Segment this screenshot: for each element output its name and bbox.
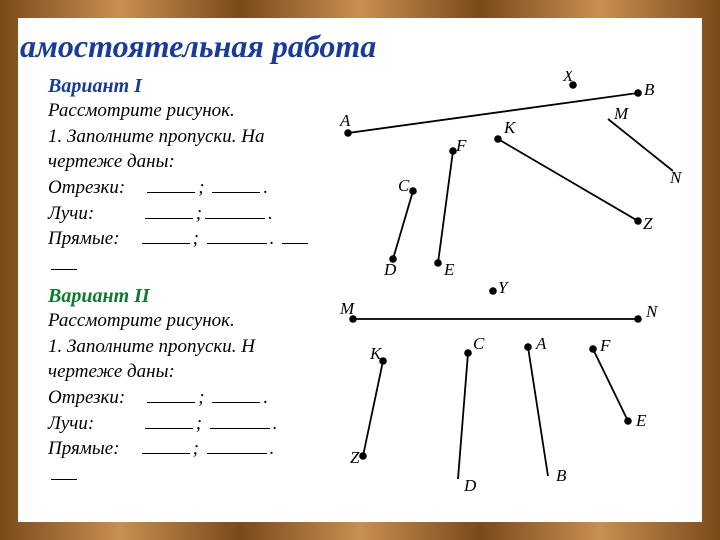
- variant-1-lines: Прямые: ; .: [48, 226, 318, 252]
- blank-field[interactable]: [51, 269, 77, 270]
- blank-field[interactable]: [145, 218, 193, 219]
- variant-2-task: 1. Заполните пропуски. Н чертеже даны:: [48, 334, 318, 385]
- variant-1-segments: Отрезки: ; .: [48, 175, 318, 201]
- svg-text:M: M: [613, 104, 629, 123]
- blank-field[interactable]: [147, 192, 195, 193]
- trailing-blank: [48, 252, 318, 278]
- svg-text:C: C: [473, 334, 485, 353]
- svg-text:X: X: [562, 71, 574, 85]
- blank-field[interactable]: [212, 402, 260, 403]
- svg-text:C: C: [398, 176, 410, 195]
- svg-text:B: B: [556, 466, 567, 485]
- svg-text:K: K: [503, 118, 517, 137]
- variant-1-heading: Вариант I: [48, 75, 318, 98]
- variant-2-segments: Отрезки: ; .: [48, 385, 318, 411]
- variant-2-rays: Лучи: ; .: [48, 411, 318, 437]
- blank-field[interactable]: [147, 402, 195, 403]
- diagram-1: X B A K M N F C D E Z: [318, 71, 688, 281]
- wooden-frame: амостоятельная работа Вариант I Рассмотр…: [0, 0, 720, 540]
- blank-field[interactable]: [207, 453, 267, 454]
- blank-field[interactable]: [142, 243, 190, 244]
- rays-label: Лучи:: [48, 203, 94, 224]
- variant-2-text: Вариант II Рассмотрите рисунок. 1. Запол…: [28, 281, 318, 487]
- lines-label: Прямые:: [48, 438, 120, 459]
- svg-text:D: D: [463, 476, 477, 495]
- diagram-2: Y M N K C A F E Z D B: [318, 281, 688, 496]
- svg-text:K: K: [369, 344, 383, 363]
- svg-text:E: E: [635, 411, 647, 430]
- lines-label: Прямые:: [48, 228, 120, 249]
- svg-text:F: F: [455, 136, 467, 155]
- blank-field[interactable]: [282, 243, 308, 244]
- variant-1-task: 1. Заполните пропуски. На чертеже даны:: [48, 124, 318, 175]
- blank-field[interactable]: [145, 428, 193, 429]
- variant-1-rays: Лучи: ;.: [48, 201, 318, 227]
- variant-1-row: Вариант I Рассмотрите рисунок. 1. Заполн…: [28, 71, 682, 281]
- trailing-blank: [48, 462, 318, 488]
- svg-text:A: A: [535, 334, 547, 353]
- svg-text:E: E: [443, 260, 455, 279]
- content-area: амостоятельная работа Вариант I Рассмотр…: [18, 18, 702, 522]
- svg-text:D: D: [383, 260, 397, 279]
- svg-text:Z: Z: [350, 448, 360, 467]
- segments-label: Отрезки:: [48, 177, 125, 198]
- svg-text:Y: Y: [498, 281, 509, 297]
- variant-2-lines: Прямые: ; .: [48, 436, 318, 462]
- blank-field[interactable]: [207, 243, 267, 244]
- svg-text:F: F: [599, 336, 611, 355]
- svg-text:Z: Z: [643, 214, 653, 233]
- variant-1-instruction: Рассмотрите рисунок.: [48, 98, 318, 124]
- blank-field[interactable]: [51, 479, 77, 480]
- svg-text:B: B: [644, 80, 655, 99]
- blank-field[interactable]: [210, 428, 270, 429]
- blank-field[interactable]: [205, 218, 265, 219]
- variant-1-text: Вариант I Рассмотрите рисунок. 1. Заполн…: [28, 71, 318, 277]
- main-title: амостоятельная работа: [20, 28, 682, 65]
- rays-label: Лучи:: [48, 413, 94, 434]
- blank-field[interactable]: [212, 192, 260, 193]
- segments-label: Отрезки:: [48, 387, 125, 408]
- svg-text:A: A: [339, 111, 351, 130]
- variant-2-row: Вариант II Рассмотрите рисунок. 1. Запол…: [28, 281, 682, 496]
- svg-text:N: N: [669, 168, 683, 187]
- variant-2-heading: Вариант II: [48, 285, 318, 308]
- blank-field[interactable]: [142, 453, 190, 454]
- svg-text:N: N: [645, 302, 659, 321]
- variant-2-instruction: Рассмотрите рисунок.: [48, 308, 318, 334]
- svg-text:M: M: [339, 299, 355, 318]
